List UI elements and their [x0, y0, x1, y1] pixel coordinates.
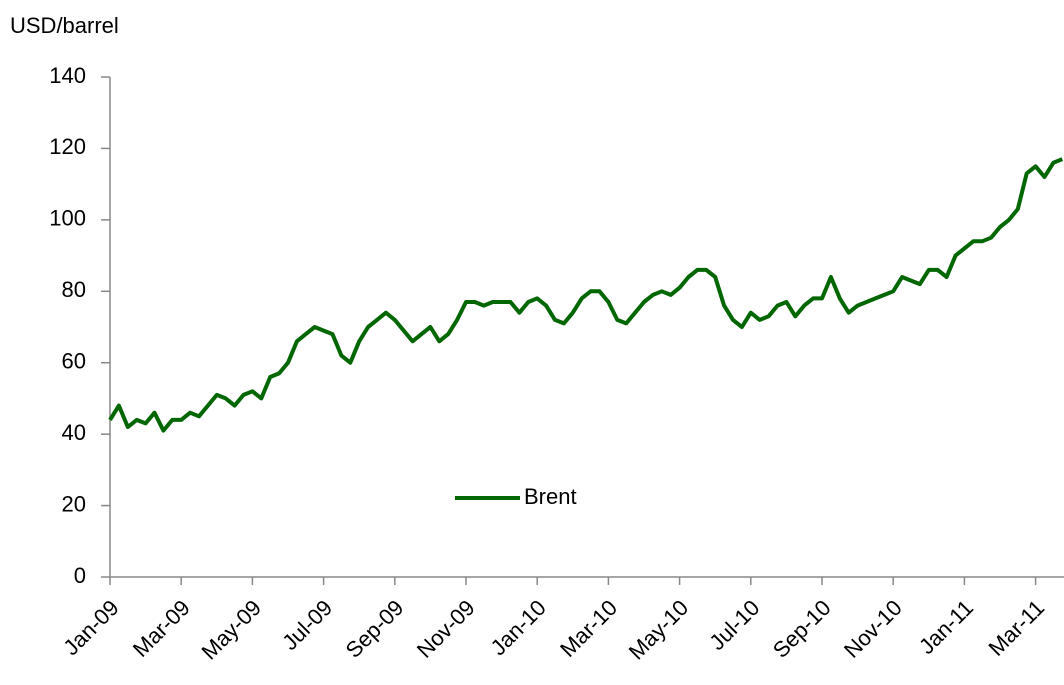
x-tick-label: May-10 [624, 595, 694, 665]
x-tick-label: Jul-10 [704, 595, 764, 655]
y-tick-label: 60 [62, 349, 86, 374]
x-tick-label: Jan-11 [914, 595, 978, 659]
y-tick-label: 140 [49, 63, 86, 88]
x-tick-label: May-09 [196, 595, 266, 665]
legend-label: Brent [524, 484, 577, 509]
y-tick-label: 20 [62, 491, 86, 516]
y-axis-label: USD/barrel [10, 13, 119, 38]
x-tick-label: Nov-09 [412, 595, 480, 663]
y-tick-label: 40 [62, 420, 86, 445]
line-series [108, 157, 1064, 433]
x-tick-label: Jan-10 [486, 595, 551, 660]
y-tick-label: 120 [49, 134, 86, 159]
x-tick-label: Sep-10 [768, 595, 836, 663]
x-tick-label: Sep-09 [341, 595, 409, 663]
x-tick-label: Mar-10 [555, 595, 622, 662]
x-tick-label: Nov-10 [839, 595, 907, 663]
x-tick-label: Jan-09 [58, 595, 123, 660]
x-tick-label: Jul-09 [277, 595, 337, 655]
y-tick-label: 0 [74, 563, 86, 588]
y-tick-label: 100 [49, 206, 86, 231]
x-tick-label: Mar-09 [128, 595, 195, 662]
x-tick-label: Mar-11 [983, 595, 1049, 661]
y-tick-label: 80 [62, 277, 86, 302]
